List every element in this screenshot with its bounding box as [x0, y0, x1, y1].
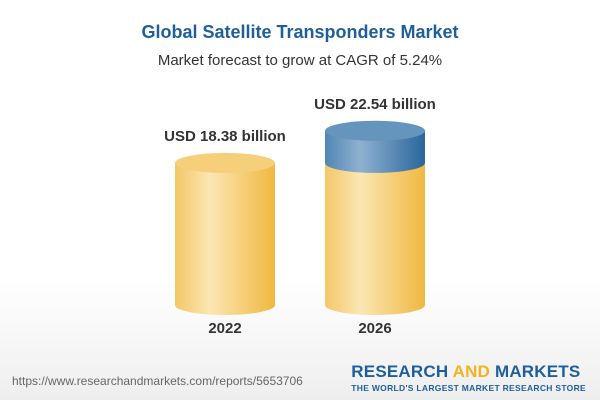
bar-2022-top: [175, 152, 275, 173]
logo-text: MARKETS: [490, 362, 581, 381]
category-label: 2022: [208, 320, 241, 337]
bar-2022-body: [175, 162, 275, 315]
category-label: 2026: [358, 320, 391, 337]
bar-2026-body: [325, 162, 425, 315]
cylinder-chart: USD 18.38 billion 2022 USD 22.54 billion 20…: [164, 96, 436, 337]
data-label: USD 22.54 billion: [314, 96, 436, 113]
logo-text: RESEARCH: [351, 362, 453, 381]
logo-text-and: AND: [452, 362, 491, 381]
data-label: USD 18.38 billion: [164, 128, 286, 145]
source-url[interactable]: https://www.researchandmarkets.com/repor…: [12, 374, 303, 388]
research-and-markets-logo: RESEARCH AND MARKETS THE WORLD'S LARGEST…: [351, 362, 586, 393]
bar-2026-growth-body: [325, 130, 425, 173]
chart-subtitle: Market forecast to grow at CAGR of 5.24%: [157, 52, 443, 69]
bar-2026-top: [325, 120, 425, 141]
chart-title: Global Satellite Transponders Market: [141, 22, 459, 42]
logo-tagline: THE WORLD'S LARGEST MARKET RESEARCH STOR…: [351, 383, 586, 393]
